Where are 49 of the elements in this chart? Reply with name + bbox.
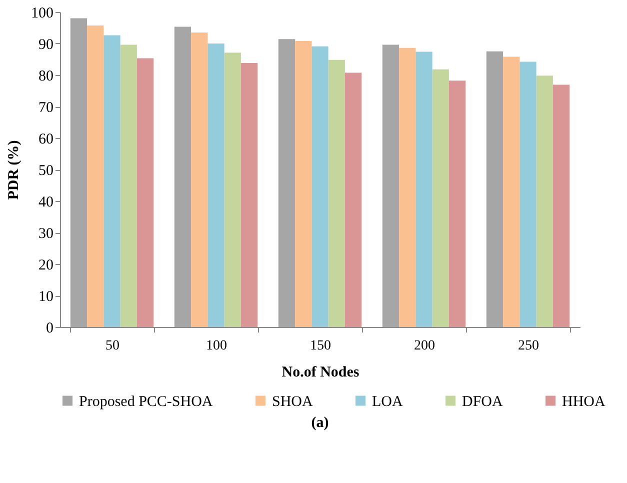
bar (312, 46, 328, 327)
bar (328, 60, 345, 327)
bar (432, 69, 449, 327)
y-tick-label: 70 (38, 100, 54, 116)
bar (208, 44, 224, 327)
bar (382, 44, 400, 327)
y-tick-label: 30 (38, 226, 54, 242)
y-tick-label: 20 (38, 258, 54, 274)
bar (536, 76, 553, 327)
bar (240, 63, 258, 327)
y-tick-label: 0 (46, 320, 54, 336)
x-tick-label: 50 (106, 338, 120, 354)
bar (295, 40, 312, 327)
bar (70, 18, 88, 327)
bar (552, 84, 570, 327)
y-tick-label: 40 (38, 194, 54, 210)
legend-label: LOA (372, 394, 403, 410)
x-tick-label: 200 (414, 338, 435, 354)
bar (399, 48, 416, 327)
y-tick-label: 100 (31, 6, 54, 22)
legend-label: Proposed PCC-SHOA (79, 394, 213, 410)
bar (344, 72, 362, 327)
y-tick-label: 60 (38, 132, 54, 148)
legend-label: HHOA (562, 394, 606, 410)
bar (104, 35, 120, 327)
x-tick-label: 250 (518, 338, 539, 354)
x-axis-title: No.of Nodes (282, 364, 360, 380)
x-tick-label: 100 (206, 338, 227, 354)
x-tick-label: 150 (310, 338, 331, 354)
bar (224, 52, 241, 327)
bar (87, 26, 104, 327)
legend-label: SHOA (272, 394, 314, 410)
text: (a) (311, 415, 329, 431)
bar (120, 44, 137, 327)
legend-label: DFOA (462, 394, 504, 410)
y-tick-label: 90 (38, 37, 54, 53)
y-tick-label: 80 (38, 68, 54, 84)
bar (191, 32, 208, 327)
y-axis-title: PDR (%) (6, 140, 22, 200)
bar (448, 80, 466, 327)
bar (174, 26, 192, 327)
y-tick-label: 10 (38, 289, 54, 305)
bar (520, 62, 536, 327)
bar (503, 56, 520, 327)
bar (416, 52, 432, 327)
bar (136, 58, 154, 327)
bar (486, 51, 504, 327)
bar (278, 39, 296, 327)
y-tick-label: 50 (38, 163, 54, 179)
